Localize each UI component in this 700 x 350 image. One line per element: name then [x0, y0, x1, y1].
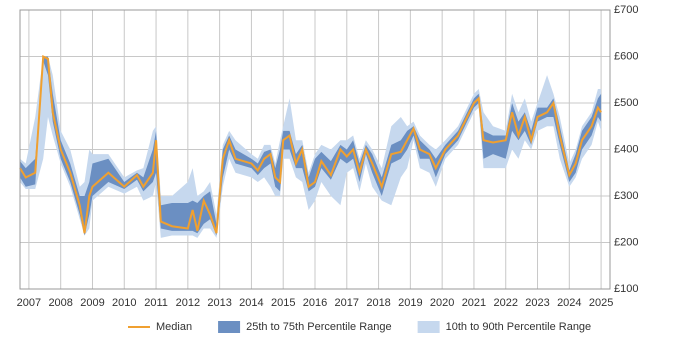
y-tick-label: £400: [614, 143, 638, 155]
x-tick-label: 2012: [176, 297, 200, 309]
legend-swatch: [417, 321, 440, 333]
x-tick-label: 2014: [239, 297, 263, 309]
x-tick-label: 2013: [207, 297, 231, 309]
x-tick-label: 2011: [144, 297, 168, 309]
x-tick-label: 2020: [430, 297, 454, 309]
legend-label: Median: [156, 321, 192, 333]
y-tick-label: £700: [614, 4, 638, 16]
x-tick-label: 2022: [493, 297, 517, 309]
y-tick-label: £100: [614, 283, 638, 295]
y-tick-label: £200: [614, 236, 638, 248]
x-tick-label: 2019: [398, 297, 422, 309]
x-tick-label: 2023: [525, 297, 549, 309]
legend-label: 25th to 75th Percentile Range: [246, 321, 392, 333]
y-tick-label: £300: [614, 190, 638, 202]
x-tick-label: 2015: [271, 297, 295, 309]
x-tick-label: 2018: [366, 297, 390, 309]
plot-border: [19, 9, 611, 290]
x-tick-label: 2008: [48, 297, 72, 309]
x-tick-label: 2007: [17, 297, 41, 309]
legend-label: 10th to 90th Percentile Range: [446, 321, 592, 333]
median-line: [19, 54, 602, 234]
x-tick-label: 2010: [112, 297, 136, 309]
percentile-band: [20, 56, 602, 236]
x-tick-label: 2009: [80, 297, 104, 309]
x-tick-label: 2017: [335, 297, 359, 309]
x-tick-label: 2016: [303, 297, 327, 309]
x-tick-label: 2025: [589, 297, 613, 309]
y-tick-label: £600: [614, 50, 638, 62]
y-tick-label: £500: [614, 97, 638, 109]
x-tick-label: 2021: [462, 297, 486, 309]
x-tick-label: 2024: [557, 297, 581, 309]
legend-swatch: [218, 321, 241, 333]
